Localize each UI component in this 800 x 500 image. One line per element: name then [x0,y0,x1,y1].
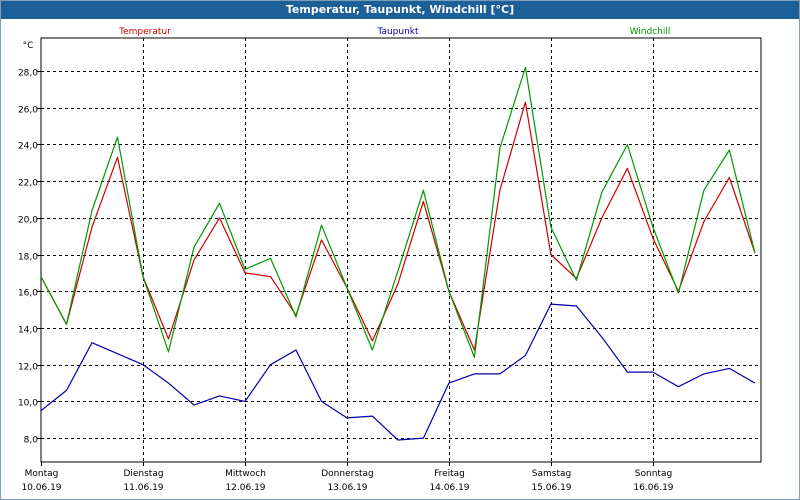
y-tick-label: 8,0 [24,436,39,446]
legend-entry-windchill: Windchill [630,27,671,37]
y-tick-label: 26,0 [18,106,38,116]
series-line-windchill [40,66,756,358]
x-tick-day-label: Dienstag [123,469,163,479]
y-tick-label: 14,0 [18,326,38,336]
y-tick-label: 20,0 [18,216,38,226]
x-tick-date-label: 10.06.19 [21,483,61,493]
x-tick-day-label: Donnerstag [321,469,374,479]
x-tick-date-label: 15.06.19 [531,483,571,493]
x-tick-day-label: Freitag [434,469,465,479]
x-tick-day-label: Mittwoch [225,469,266,479]
x-tick-date-label: 14.06.19 [429,483,469,493]
x-tick-date-label: 13.06.19 [327,483,367,493]
y-axis-unit: °C [23,41,34,51]
y-tick-label: 28,0 [18,69,38,79]
y-tick-label: 22,0 [18,179,38,189]
x-tick-date-label: 16.06.19 [633,483,673,493]
x-tick-date-label: 12.06.19 [225,483,265,493]
x-tick-day-label: Montag [25,469,59,479]
y-tick-label: 12,0 [18,363,38,373]
x-tick-date-label: 11.06.19 [123,483,163,493]
x-tick-day-label: Sonntag [635,469,672,479]
legend-entry-taupunkt: Taupunkt [376,27,419,37]
title-bar: Temperatur, Taupunkt, Windchill [°C] [1,1,799,19]
y-tick-label: 10,0 [18,399,38,409]
y-tick-label: 24,0 [18,142,38,152]
series-line-taupunkt [40,303,756,441]
legend-entry-temperatur: Temperatur [118,27,171,37]
line-chart: 8,0 10,0 12,0 14,0 16,0 18,0 20,0 22,0 24,0 26,0 2… [18,27,762,493]
x-tick-day-label: Samstag [532,469,571,479]
series-line-temperatur [40,101,756,351]
y-tick-label: 18,0 [18,253,38,263]
y-tick-label: 16,0 [18,289,38,299]
